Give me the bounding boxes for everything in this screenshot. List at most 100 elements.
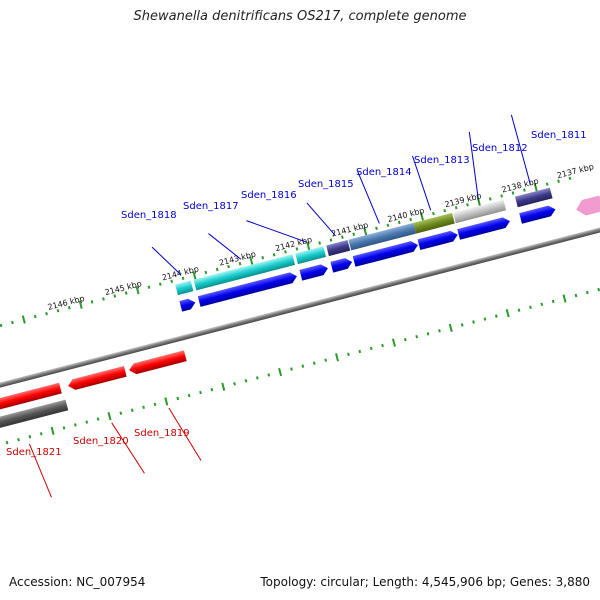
inner-scale-minor-tick [233, 382, 236, 386]
outer-scale-minor-tick [147, 285, 151, 289]
outer-scale-major-tick [420, 212, 424, 221]
outer-scale-minor-tick [432, 211, 435, 216]
inner-scale-minor-tick [5, 440, 9, 445]
gene-labels: Sden_1811 Sden_1812 Sden_1813 Sden_1814 … [6, 130, 587, 458]
inner-scale-major-tick [562, 294, 567, 303]
outer-scale-minor-tick [329, 238, 333, 242]
gene-sden-1820-arrow[interactable] [67, 365, 127, 391]
gene-label-sden-1818[interactable]: Sden_1818 [121, 210, 177, 221]
inner-scale-major-tick [391, 338, 396, 347]
inner-scale-minor-tick [597, 287, 600, 292]
inner-scale-minor-tick [301, 364, 305, 368]
label-leaders [28, 114, 531, 498]
outer-scale-minor-tick [409, 217, 413, 222]
outer-scale-minor-tick [318, 241, 321, 245]
inner-scale-minor-tick [28, 435, 32, 439]
gene-label-sden-1815[interactable]: Sden_1815 [298, 179, 354, 190]
accession-text: Accession: NC_007954 [9, 575, 146, 589]
outer-scale-minor-tick [523, 188, 526, 192]
gene-sden-1813-arrow[interactable] [417, 229, 459, 251]
gene-label-sden-1819[interactable]: Sden_1819 [134, 428, 190, 439]
inner-scale-major-tick [278, 367, 283, 377]
leader-sden-1815 [306, 202, 336, 236]
inner-scale-minor-tick [153, 402, 157, 407]
outer-scale-minor-tick [545, 182, 549, 186]
inner-scale-minor-tick [460, 323, 464, 327]
gene-sden-1814-arrow[interactable] [352, 240, 420, 267]
inner-scale-minor-tick [130, 408, 134, 412]
outer-scale-minor-tick [352, 232, 356, 236]
gene-sden-1813-feature[interactable] [413, 212, 455, 234]
gene-sden-1811-arrow[interactable] [519, 204, 557, 224]
outer-scale-minor-tick [466, 203, 469, 207]
gene-label-sden-1816[interactable]: Sden_1816 [241, 190, 297, 201]
inner-scale-minor-tick [426, 332, 430, 336]
gene-sden-1815-feature[interactable] [326, 239, 351, 257]
leader-sden-1817 [208, 233, 242, 260]
inner-scale-major-tick [50, 426, 55, 435]
inner-scale-minor-tick [39, 432, 43, 436]
gene-label-sden-1812[interactable]: Sden_1812 [472, 143, 528, 154]
outer-scale-minor-tick [386, 223, 390, 228]
outer-scale-minor-tick [500, 194, 504, 198]
outer-scale-minor-tick [0, 323, 3, 328]
gene-label-sden-1811[interactable]: Sden_1811 [531, 130, 587, 141]
inner-scale-minor-tick [483, 317, 487, 321]
gene-sden-1818-arrow[interactable] [179, 297, 196, 312]
inner-scale-minor-tick [472, 320, 475, 324]
reverse-gene-row [0, 350, 187, 416]
inner-scale-minor-tick [17, 437, 20, 442]
gene-sden-1819-arrow[interactable] [128, 350, 187, 375]
inner-scale-minor-tick [119, 411, 123, 415]
inner-scale-minor-tick [187, 393, 191, 398]
inner-scale-minor-tick [438, 329, 441, 333]
gene-label-sden-1817[interactable]: Sden_1817 [183, 201, 239, 212]
gene-sden-1821-feature[interactable] [0, 399, 69, 433]
gene-label-sden-1820[interactable]: Sden_1820 [73, 436, 129, 447]
gene-sden-1816-arrow[interactable] [299, 263, 329, 281]
gene-sden-1817-feature[interactable] [193, 254, 296, 291]
inner-scale-major-tick [505, 309, 510, 318]
leader-sden-1818 [151, 246, 182, 276]
outer-scale-track [0, 176, 572, 328]
inner-scale-minor-tick [585, 290, 589, 295]
gene-sden-1812-arrow[interactable] [457, 216, 511, 240]
outer-scale-major-tick [363, 227, 368, 236]
outer-scale-minor-tick [158, 282, 162, 286]
outer-scale-minor-tick [113, 294, 117, 298]
outer-scale-minor-tick [284, 250, 287, 254]
inner-scale-minor-tick [517, 308, 521, 312]
gene-sden-1811-feature[interactable] [514, 187, 553, 208]
gene-sden-1817-arrow[interactable] [197, 271, 299, 307]
outer-scale-major-tick [78, 300, 83, 309]
leader-sden-1812 [468, 131, 479, 198]
outer-scale-minor-tick [261, 256, 265, 260]
outer-scale-minor-tick [454, 206, 458, 210]
gene-sden-1818-feature[interactable] [175, 280, 194, 296]
outer-scale-minor-tick [568, 176, 572, 180]
gene-sden-1821-arrow[interactable] [0, 382, 62, 416]
outer-scale-minor-tick [204, 270, 208, 275]
outer-scale-minor-tick [341, 235, 344, 239]
outer-scale-minor-tick [215, 267, 219, 272]
forward-gene-row [179, 204, 557, 312]
inner-scale-minor-tick [73, 423, 77, 427]
gene-sden-1812-feature[interactable] [453, 199, 507, 224]
gene-label-sden-1813[interactable]: Sden_1813 [414, 155, 470, 166]
outer-scale-minor-tick [238, 261, 242, 266]
gene-label-sden-1814[interactable]: Sden_1814 [356, 167, 412, 178]
forward-feature-row [175, 187, 553, 296]
gene-sden-1815-arrow[interactable] [330, 257, 353, 273]
gene-sden-1814-feature[interactable] [348, 222, 417, 251]
outer-scale-minor-tick [557, 179, 560, 183]
outer-scale-minor-tick [397, 220, 401, 225]
leader-sden-1811 [510, 114, 531, 185]
leader-sden-1821 [28, 443, 52, 498]
offscreen-gene-arrow[interactable] [574, 195, 600, 217]
gene-sden-1816-feature[interactable] [295, 246, 327, 265]
gene-label-sden-1821[interactable]: Sden_1821 [6, 447, 62, 458]
inner-scale-minor-tick [176, 396, 180, 401]
inner-scale-minor-tick [574, 293, 578, 298]
outer-scale-major-tick [306, 241, 311, 251]
